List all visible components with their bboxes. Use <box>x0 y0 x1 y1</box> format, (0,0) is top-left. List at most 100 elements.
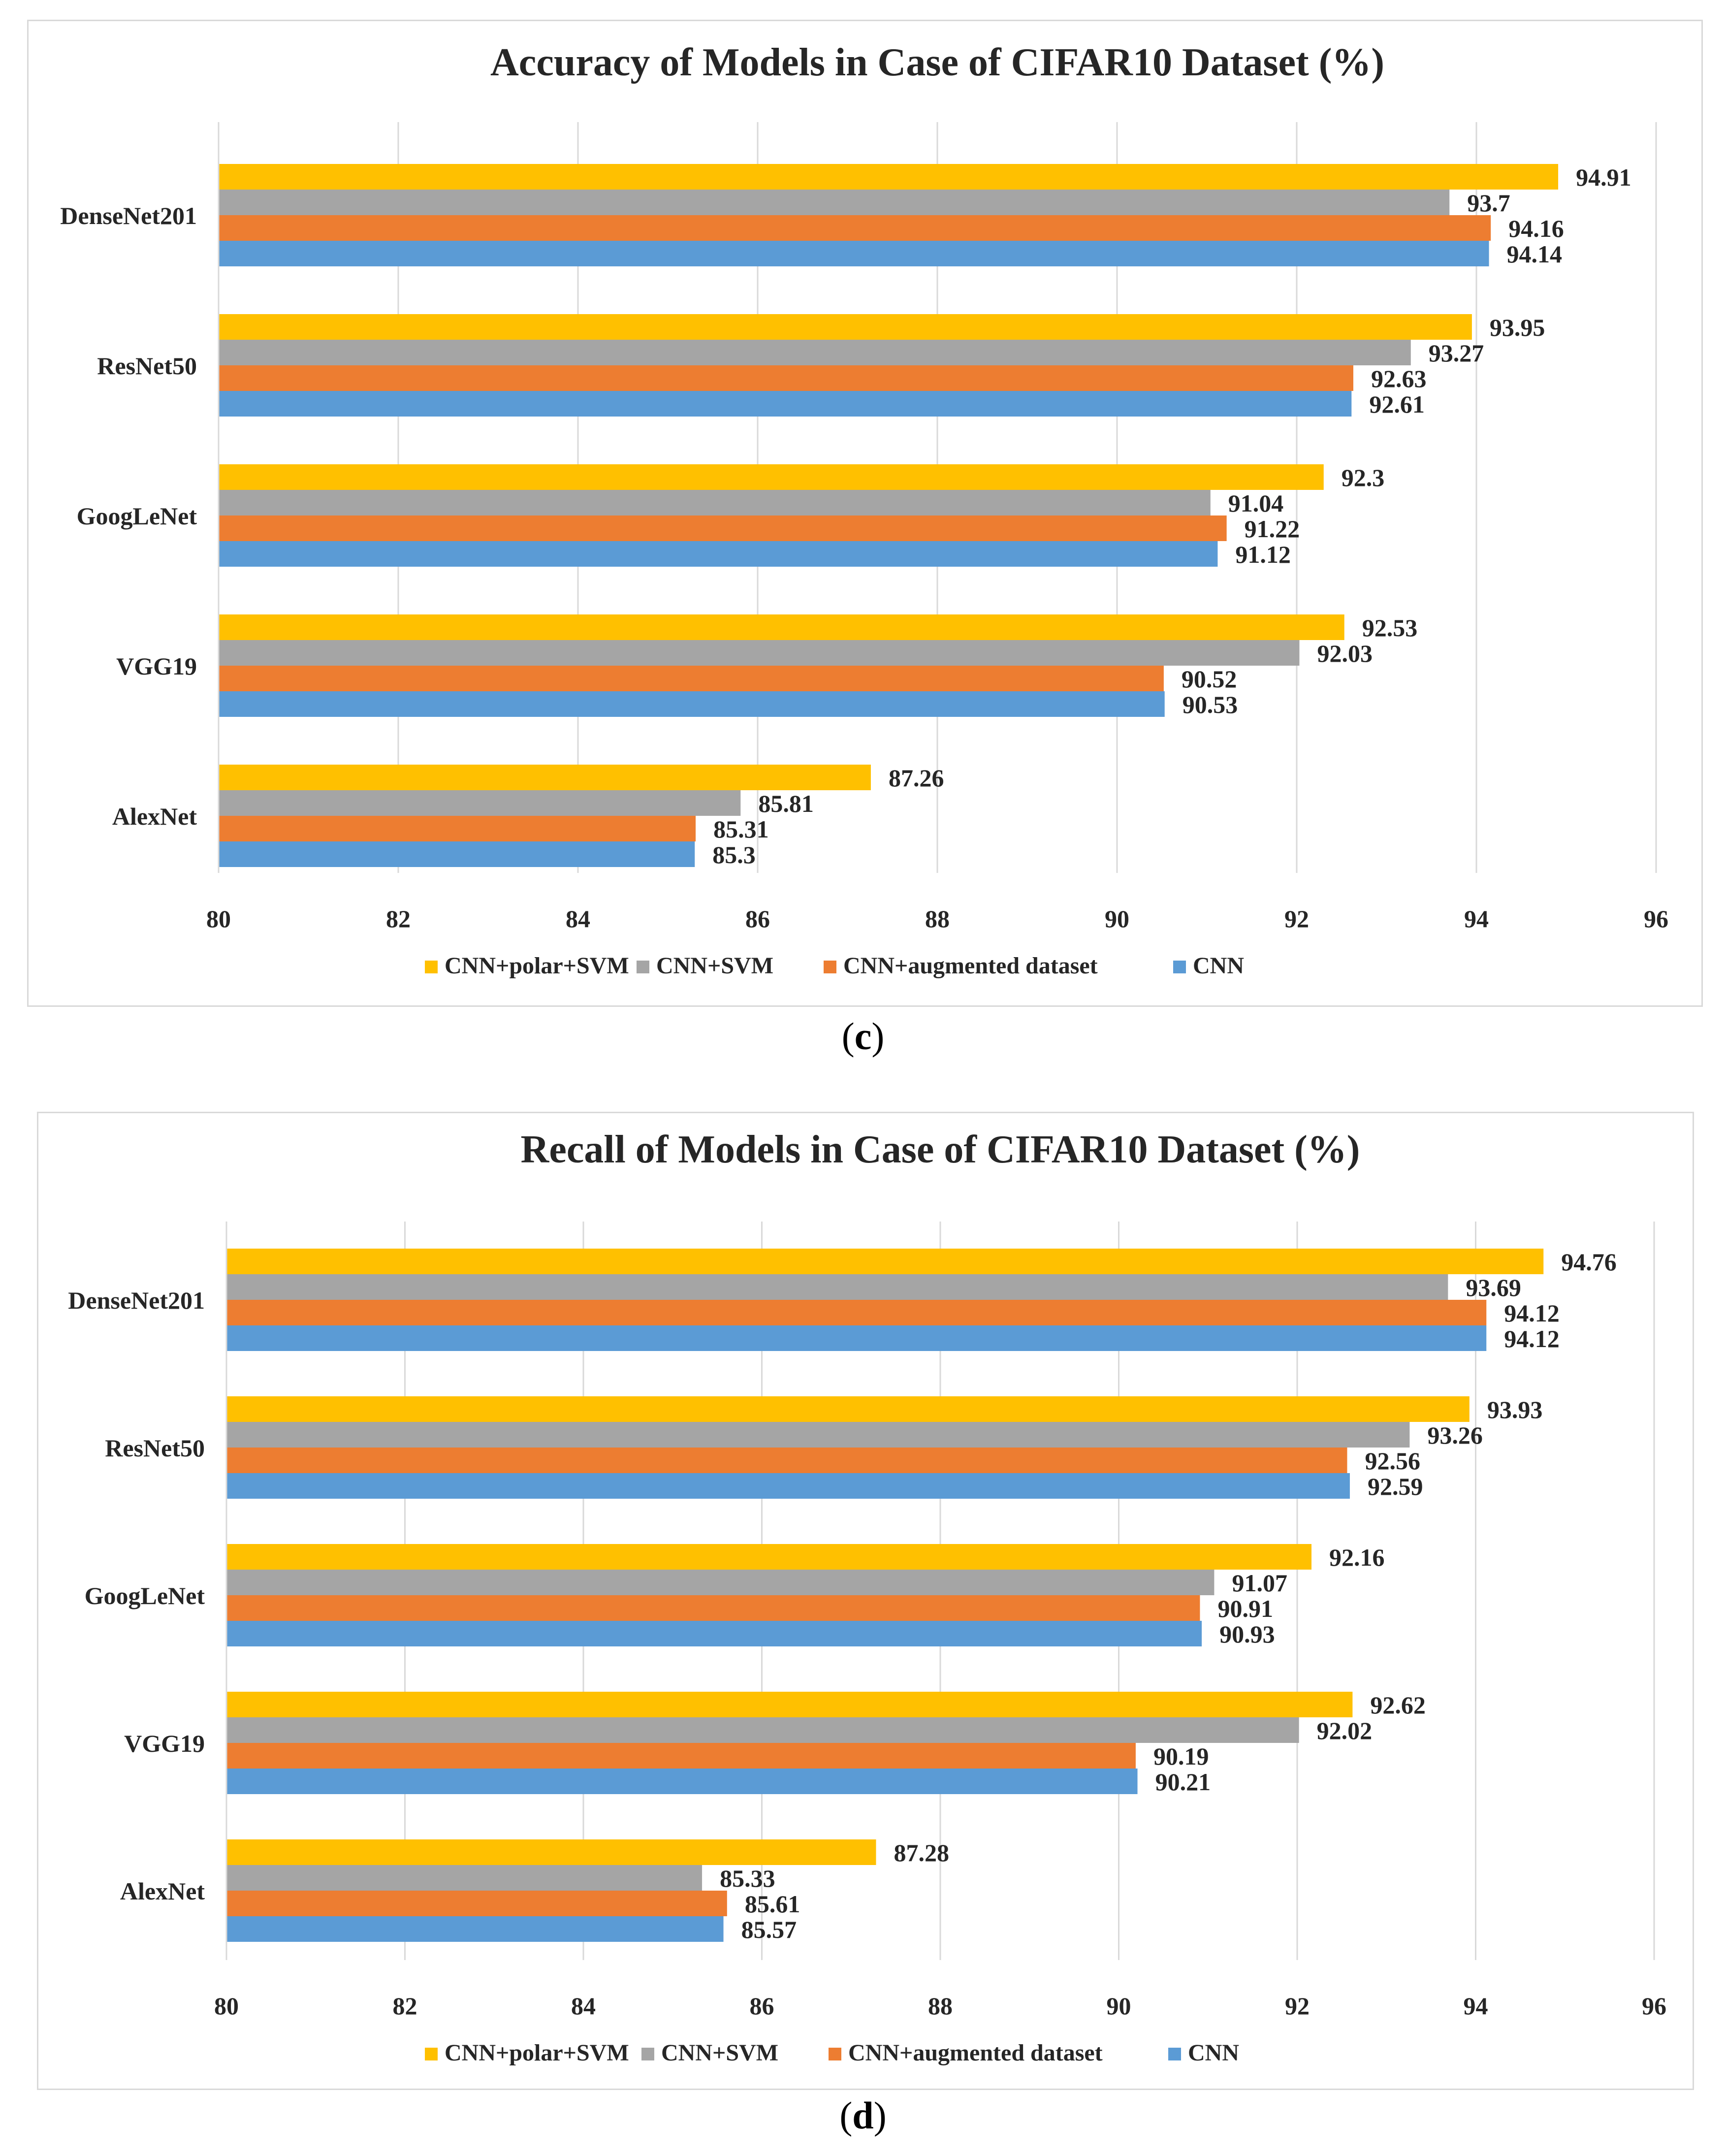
chart-title: Recall of Models in Case of CIFAR10 Data… <box>521 1128 1360 1171</box>
data-label: 94.16 <box>1508 215 1564 242</box>
bar <box>226 1249 1544 1274</box>
bar <box>226 1473 1350 1499</box>
legend-swatch <box>637 961 649 973</box>
legend-swatch <box>824 961 836 973</box>
bar <box>219 691 1165 717</box>
bar <box>226 1544 1311 1570</box>
bar <box>219 640 1300 666</box>
bar <box>226 1717 1299 1743</box>
legend-swatch <box>425 961 438 973</box>
bar <box>219 515 1227 541</box>
caption-d: (d) <box>839 2094 887 2137</box>
data-label: 92.03 <box>1317 640 1373 667</box>
legend-label: CNN <box>1188 2040 1239 2066</box>
data-label: 92.63 <box>1371 365 1427 392</box>
data-label: 90.91 <box>1217 1595 1273 1622</box>
x-tick-label: 84 <box>571 1992 596 2020</box>
category-label: DenseNet201 <box>68 1287 205 1314</box>
caption-letter: d <box>852 2094 874 2137</box>
data-label: 94.91 <box>1576 163 1631 191</box>
category-label: AlexNet <box>120 1877 205 1905</box>
legend-label: CNN+SVM <box>661 2040 778 2066</box>
recall-chart-panel: Recall of Models in Case of CIFAR10 Data… <box>37 1112 1694 2090</box>
data-label: 93.26 <box>1427 1421 1483 1449</box>
bar <box>226 1839 876 1865</box>
data-label: 90.53 <box>1183 691 1238 718</box>
x-tick-label: 82 <box>386 905 411 933</box>
bar <box>226 1621 1202 1646</box>
legend-swatch <box>1168 2048 1181 2060</box>
category-label: VGG19 <box>124 1730 205 1757</box>
legend-swatch <box>641 2048 654 2060</box>
recall-chart: Recall of Models in Case of CIFAR10 Data… <box>68 1128 1666 2066</box>
data-label: 93.95 <box>1490 314 1545 341</box>
category-label: DenseNet201 <box>60 202 197 229</box>
bar <box>219 190 1450 215</box>
data-label: 85.33 <box>720 1865 775 1892</box>
bar <box>226 1743 1136 1769</box>
data-label: 91.12 <box>1235 541 1291 568</box>
caption-c: (c) <box>841 1015 885 1058</box>
bar <box>219 765 871 790</box>
data-label: 85.31 <box>713 815 769 843</box>
x-tick-label: 94 <box>1464 905 1489 933</box>
data-label: 85.3 <box>712 841 756 869</box>
category-label: GoogLeNet <box>77 502 197 530</box>
bar <box>226 1274 1448 1300</box>
x-tick-label: 80 <box>206 905 231 933</box>
x-tick-label: 90 <box>1107 1992 1131 2020</box>
legend-label: CNN+augmented dataset <box>848 2040 1103 2066</box>
bar <box>226 1595 1200 1621</box>
data-label: 94.76 <box>1561 1248 1617 1276</box>
x-tick-label: 88 <box>925 905 950 933</box>
x-tick-label: 96 <box>1644 905 1668 933</box>
data-label: 90.93 <box>1219 1620 1275 1648</box>
bar <box>226 1916 724 1942</box>
legend-label: CNN+polar+SVM <box>445 953 629 979</box>
data-label: 90.21 <box>1155 1768 1211 1796</box>
x-tick-label: 80 <box>214 1992 239 2020</box>
data-label: 90.52 <box>1182 665 1237 693</box>
legend-swatch <box>425 2048 438 2060</box>
bar <box>226 1769 1138 1794</box>
data-label: 93.27 <box>1429 339 1484 367</box>
data-label: 91.07 <box>1232 1569 1287 1597</box>
bar <box>219 365 1353 391</box>
data-label: 94.12 <box>1504 1325 1560 1352</box>
category-label: AlexNet <box>112 803 197 830</box>
accuracy-chart: Accuracy of Models in Case of CIFAR10 Da… <box>60 41 1668 979</box>
bar <box>219 490 1211 515</box>
data-label: 94.14 <box>1507 240 1563 268</box>
bar <box>219 314 1472 340</box>
bar <box>219 666 1164 691</box>
bar <box>226 1422 1410 1448</box>
x-tick-label: 88 <box>928 1992 953 2020</box>
bar <box>219 391 1352 417</box>
bar <box>219 614 1344 640</box>
category-label: VGG19 <box>116 652 197 680</box>
data-label: 85.57 <box>741 1916 797 1943</box>
data-label: 92.53 <box>1362 614 1418 642</box>
bar <box>226 1692 1353 1717</box>
data-label: 92.16 <box>1329 1544 1385 1571</box>
bar <box>219 790 741 816</box>
category-label: ResNet50 <box>105 1434 205 1462</box>
accuracy-chart-panel: Accuracy of Models in Case of CIFAR10 Da… <box>27 20 1703 1007</box>
category-label: ResNet50 <box>97 352 197 380</box>
x-tick-label: 86 <box>750 1992 774 2020</box>
data-label: 85.61 <box>745 1890 800 1918</box>
data-label: 94.12 <box>1504 1299 1560 1327</box>
legend-swatch <box>829 2048 841 2060</box>
x-tick-label: 90 <box>1105 905 1129 933</box>
bar <box>219 241 1489 266</box>
bar <box>219 215 1491 241</box>
data-label: 92.61 <box>1369 390 1425 418</box>
x-tick-label: 86 <box>745 905 770 933</box>
legend-label: CNN+SVM <box>656 953 773 979</box>
bar <box>226 1570 1215 1595</box>
data-label: 91.22 <box>1245 515 1300 543</box>
bar <box>219 340 1411 365</box>
data-label: 92.3 <box>1342 464 1385 491</box>
data-label: 93.69 <box>1466 1274 1521 1301</box>
bar <box>219 841 695 867</box>
